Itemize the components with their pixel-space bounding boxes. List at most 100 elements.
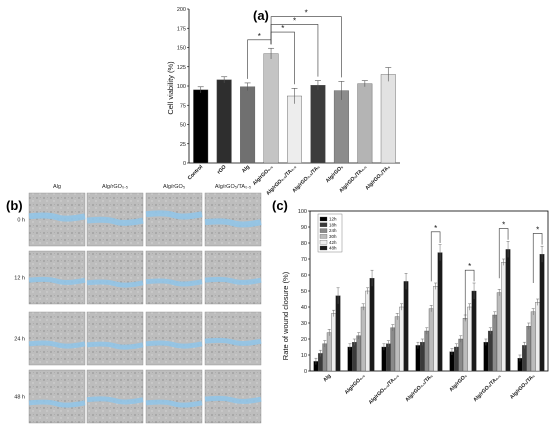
panel-c-legend-label: 24h (329, 228, 337, 233)
panel-c-bar (487, 330, 493, 372)
panel-b-wound-band (204, 337, 262, 346)
panel-b-wound-band (204, 395, 262, 404)
panel-a-category-label: Control (187, 164, 205, 182)
panel-c-bar (356, 335, 362, 372)
panel-b-row-header: 0 h (17, 218, 25, 224)
panel-b-wound-band (204, 276, 262, 285)
panel-c-bar (322, 343, 328, 372)
panel-b-column-headers: Alg Alg/rGO₀.₅ Alg/rGO₅ Alg/rGO₅/TA₀.₅ (53, 184, 251, 190)
panel-b-column-header: Alg/rGO₀.₅ (102, 184, 128, 190)
panel-c-bar (453, 346, 459, 372)
panel-b-micrograph (145, 192, 203, 247)
panel-b-wound-band (86, 216, 144, 226)
panel-a-significance-star: * (293, 16, 296, 25)
panel-c-category-label: Alg (322, 373, 332, 383)
panel-a-bar (193, 89, 209, 164)
panel-c-y-tick-label: 50 (301, 289, 307, 295)
panel-c-legend-label: 18h (329, 222, 337, 227)
panel-c-bar (530, 311, 536, 372)
panel-a-bars (193, 47, 396, 164)
panel-a-y-tick-label: 25 (180, 142, 186, 148)
panel-c-bar (471, 290, 477, 372)
panel-c-bar (535, 302, 541, 372)
panel-b-wound-band (28, 212, 86, 222)
panel-a-ylabel: Cell viability (%) (166, 61, 175, 115)
panel-a-y-tick-label: 200 (177, 7, 186, 13)
panel-a-y-tick-label: 0 (183, 161, 186, 167)
panel-c-bar (505, 249, 511, 372)
panel-c-legend-swatch (319, 228, 328, 233)
panel-b-column-header: Alg (53, 184, 61, 190)
panel-a-significance: * * * * (247, 9, 342, 85)
panel-c-bars (313, 241, 545, 372)
panel-c-bar (521, 345, 527, 372)
panel-c-ylabel: Rate of wound closure (%) (281, 271, 290, 360)
panel-c-bar (419, 342, 425, 372)
panel-b-micrograph (86, 250, 144, 305)
panel-c-bar (415, 345, 421, 372)
panel-c-bar (381, 346, 387, 372)
panel-b-micrograph (28, 311, 86, 366)
panel-a-bar (333, 90, 349, 164)
panel-a-categories: Control rGO Alg Alg/rGO₀.₅Alg/rGO₀.₅/TA₀.₅A… (187, 164, 392, 197)
panel-a-bar (357, 83, 373, 164)
panel-c-y-tick-label: 40 (301, 305, 307, 311)
panel-a-significance-star: * (258, 32, 261, 41)
panel-c-legend-label: 48h (329, 246, 337, 251)
panel-a-y-tick-label: 50 (180, 123, 186, 129)
panel-a-significance-star: * (305, 9, 308, 18)
panel-c-bar (360, 306, 366, 372)
panel-a: (a) Cell viability (%) 0 25 50 75 100 125 150 1… (166, 7, 400, 197)
panel-b-wound-band (145, 399, 203, 408)
panel-c-label: (c) (272, 198, 288, 213)
panel-b-micrograph (145, 369, 203, 424)
panel-c-bar (347, 346, 353, 372)
panel-c-y-tick-label: 30 (301, 321, 307, 327)
panel-b-wound-band (145, 340, 203, 349)
panel-c-bar (385, 343, 391, 372)
panel-c-bar (492, 314, 498, 372)
panel-b-wound-band (28, 340, 86, 349)
panel-b-wound-band (86, 279, 144, 288)
panel-b-wound-band (86, 341, 144, 350)
panel-b-micrograph (145, 311, 203, 366)
panel-a-bar (263, 53, 279, 164)
panel-c-bar (331, 313, 337, 372)
panel-c-significance-star: * (536, 225, 539, 234)
panel-a-category-label: Alg (241, 164, 251, 174)
panel-b-micrograph (204, 369, 262, 424)
panel-c-y-tick-label: 60 (301, 273, 307, 279)
panel-a-category-label: rGO (216, 164, 227, 175)
panel-c-category-label: Alg/rGO₅ (448, 373, 468, 393)
panel-c-bar (403, 281, 409, 372)
panel-b-wound-band (86, 396, 144, 405)
panel-a-bar (216, 79, 232, 164)
panel-c-bar (390, 327, 396, 372)
panel-b-row-headers: 0 h 12 h 24 h 48 h (14, 218, 25, 401)
panel-c-legend-swatch (319, 240, 328, 245)
panel-c-bar (369, 278, 375, 372)
panel-a-y-tick-label: 175 (177, 26, 186, 32)
panel-c-significance-bracket (498, 228, 509, 279)
panel-b-wound-band (204, 218, 262, 228)
panel-a-bar (380, 74, 396, 164)
panel-c-bar (394, 316, 400, 372)
panel-b-row-header: 12 h (14, 276, 25, 282)
panel-c-legend-swatch (319, 245, 328, 251)
panel-c-bar (428, 308, 434, 372)
panel-b-wound-band (145, 210, 203, 220)
panel-c-legend-label: 12h (329, 217, 337, 222)
panel-c-bar (326, 332, 332, 372)
panel-c-significance-bracket (430, 231, 441, 282)
panel-b-micrographs (28, 192, 262, 424)
panel-c-significance-star: * (468, 262, 471, 271)
panel-b-column-header: Alg/rGO₅/TA₀.₅ (215, 184, 251, 190)
panel-b: (b) Alg Alg/rGO₀.₅ Alg/rGO₅ Alg/rGO₅/TA₀.₅ … (6, 184, 262, 424)
panel-c-y-tick-label: 70 (301, 257, 307, 263)
panel-c-legend-label: 42h (329, 240, 337, 245)
panel-c-bar (496, 292, 502, 372)
panel-c-categories: Alg Alg/rGO₀.₅ Alg/rGO₀.₅/TA₀.₅ Alg/rGO₀.₅/… (322, 373, 537, 406)
panel-c-bar (458, 338, 464, 372)
